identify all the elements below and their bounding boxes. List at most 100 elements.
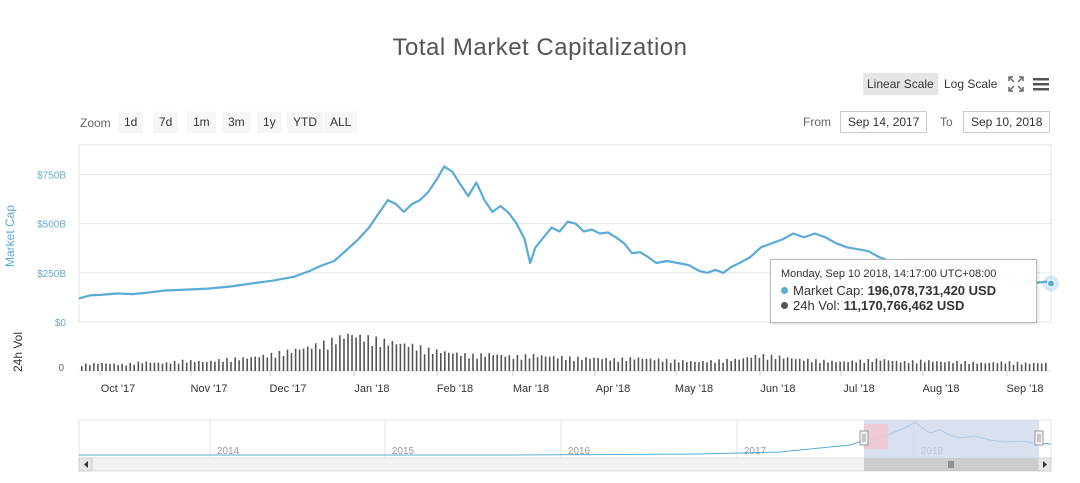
volume-bar xyxy=(988,362,991,371)
volume-bar xyxy=(1012,364,1015,371)
volume-bar xyxy=(992,362,995,371)
navigator-year-label: 2016 xyxy=(568,446,591,457)
navigator-year-label: 2015 xyxy=(392,446,415,457)
navigator-year-label: 2014 xyxy=(217,446,240,457)
volume-bar xyxy=(883,359,886,371)
volume-bar xyxy=(807,358,809,371)
volume-bar xyxy=(907,363,910,371)
volume-bar xyxy=(653,360,656,371)
volume-bar xyxy=(448,352,450,371)
volume-bar xyxy=(972,361,974,371)
volume-bar xyxy=(137,361,140,371)
volume-bar xyxy=(395,344,398,371)
x-tick-label: Mar '18 xyxy=(513,383,549,395)
volume-bar xyxy=(81,366,83,371)
zoom-button-1m[interactable]: 1m xyxy=(187,111,216,133)
zoom-button-1d[interactable]: 1d xyxy=(118,111,144,133)
zoom-button-3m[interactable]: 3m xyxy=(222,111,251,133)
volume-bar xyxy=(770,354,773,371)
volume-bar xyxy=(387,345,390,371)
volume-bar xyxy=(476,358,478,371)
volume-bar xyxy=(359,334,361,371)
volume-bar xyxy=(488,353,490,371)
volume-bar xyxy=(811,362,813,371)
volume-bar xyxy=(250,357,252,371)
to-date-input[interactable]: Sep 10, 2018 xyxy=(963,111,1051,133)
volume-bar xyxy=(254,356,256,371)
volume-bar xyxy=(613,358,615,371)
volume-bar xyxy=(891,360,894,371)
volume-bar xyxy=(573,361,575,371)
volume-bar xyxy=(831,360,833,371)
volume-bar xyxy=(504,356,507,371)
navigator-selection xyxy=(864,420,1039,458)
zoom-button-all[interactable]: ALL xyxy=(324,111,358,133)
x-tick-label: Aug '18 xyxy=(923,383,960,395)
volume-bar xyxy=(673,359,676,371)
volume-bar xyxy=(524,354,527,371)
log-scale-button[interactable]: Log Scale xyxy=(944,77,998,91)
volume-bar xyxy=(722,362,724,371)
tooltip-market-cap-value: 196,078,731,420 USD xyxy=(867,283,997,298)
volume-bar xyxy=(548,356,551,371)
volume-bar xyxy=(355,337,357,371)
volume-bar xyxy=(286,349,289,371)
y-axis-label: Market Cap xyxy=(3,205,17,267)
volume-bar xyxy=(589,358,591,371)
volume-bar xyxy=(730,361,732,371)
volume-bar xyxy=(984,363,987,371)
volume-bar xyxy=(500,354,503,371)
volume-bar xyxy=(302,348,305,371)
volume-bar xyxy=(407,346,410,371)
volume-bar xyxy=(798,358,801,371)
volume-bar xyxy=(976,363,978,371)
volume-bar xyxy=(569,356,571,371)
volume-bar xyxy=(915,363,918,371)
volume-bar xyxy=(492,355,494,371)
volume-bar xyxy=(290,352,293,371)
scroll-right-arrow-icon xyxy=(1043,461,1047,468)
volume-bar xyxy=(210,360,212,371)
volume-bar xyxy=(314,343,317,371)
linear-scale-button[interactable]: Linear Scale xyxy=(863,73,938,95)
volume-bar xyxy=(464,353,466,371)
volume-bar xyxy=(823,359,825,371)
navigator-right-handle[interactable] xyxy=(1034,430,1044,446)
volume-bar xyxy=(202,361,204,371)
volume-bar xyxy=(161,363,164,371)
volume-bar xyxy=(371,346,373,371)
volume-bar xyxy=(157,362,160,371)
from-date-input[interactable]: Sep 14, 2017 xyxy=(840,111,928,133)
volume-bar xyxy=(819,363,821,371)
zoom-button-1y[interactable]: 1y xyxy=(257,111,282,133)
volume-bar xyxy=(726,358,728,371)
hamburger-menu-icon[interactable] xyxy=(1032,76,1050,92)
volume-bar xyxy=(323,340,325,371)
volume-bar xyxy=(427,347,430,371)
volume-bar xyxy=(351,335,353,371)
volume-bar xyxy=(149,362,152,371)
volume-bar xyxy=(851,360,853,371)
navigator-left-handle[interactable] xyxy=(859,430,869,446)
volume-bar xyxy=(198,361,200,371)
volume-bar xyxy=(117,365,119,371)
volume-bar xyxy=(379,347,382,371)
volume-bar xyxy=(1024,362,1027,371)
volume-bar xyxy=(540,355,543,371)
zoom-button-7d[interactable]: 7d xyxy=(153,111,179,133)
volume-bar xyxy=(516,354,519,371)
fullscreen-icon[interactable] xyxy=(1008,76,1024,92)
volume-bar xyxy=(105,363,107,371)
volume-bar xyxy=(710,360,712,371)
x-tick-label: Jun '18 xyxy=(760,383,795,395)
volume-bar xyxy=(855,362,857,371)
volume-bar xyxy=(423,354,426,371)
volume-bar xyxy=(129,362,131,371)
volume-bar xyxy=(859,359,861,371)
volume-bar xyxy=(734,358,736,371)
volume-dot-icon xyxy=(781,302,788,309)
volume-bar xyxy=(214,361,216,371)
volume-bar xyxy=(508,355,511,371)
zoom-button-ytd[interactable]: YTD xyxy=(287,111,323,133)
volume-bar xyxy=(964,361,966,371)
